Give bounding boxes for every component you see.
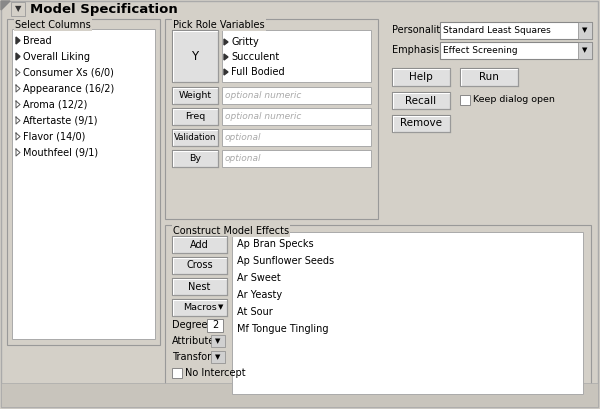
Text: optional: optional bbox=[225, 154, 262, 163]
Text: Flavor (14/0): Flavor (14/0) bbox=[23, 132, 85, 142]
Text: Transform: Transform bbox=[172, 352, 221, 362]
Polygon shape bbox=[224, 69, 228, 75]
Bar bbox=[211, 351, 225, 363]
Text: Aftertaste (9/1): Aftertaste (9/1) bbox=[23, 115, 97, 126]
Text: Nest: Nest bbox=[188, 281, 211, 292]
Bar bbox=[578, 42, 592, 59]
Text: ▼: ▼ bbox=[215, 354, 221, 360]
Text: Gritty: Gritty bbox=[231, 37, 259, 47]
Text: optional numeric: optional numeric bbox=[225, 112, 301, 121]
Text: Ar Sweet: Ar Sweet bbox=[237, 273, 281, 283]
Bar bbox=[392, 68, 450, 86]
Polygon shape bbox=[224, 39, 228, 45]
Text: Ar Yeasty: Ar Yeasty bbox=[237, 290, 282, 300]
Text: Keep dialog open: Keep dialog open bbox=[473, 95, 555, 105]
Bar bbox=[172, 87, 218, 104]
Text: Overall Liking: Overall Liking bbox=[23, 52, 90, 61]
Bar bbox=[11, 2, 25, 16]
Text: Succulent: Succulent bbox=[231, 52, 279, 62]
Bar bbox=[440, 22, 592, 39]
Polygon shape bbox=[16, 53, 20, 60]
Text: ▼: ▼ bbox=[15, 4, 21, 13]
Text: Effect Screening: Effect Screening bbox=[443, 46, 518, 55]
Text: Construct Model Effects: Construct Model Effects bbox=[173, 225, 289, 236]
Bar bbox=[172, 257, 227, 274]
Bar bbox=[1, 383, 598, 407]
Text: ▼: ▼ bbox=[583, 47, 587, 54]
Text: ▼: ▼ bbox=[583, 27, 587, 34]
Text: Recall: Recall bbox=[406, 95, 437, 106]
Text: Bread: Bread bbox=[23, 36, 52, 45]
Bar bbox=[392, 115, 450, 132]
Bar bbox=[392, 92, 450, 109]
Text: Y: Y bbox=[191, 49, 199, 63]
Text: Add: Add bbox=[190, 240, 209, 249]
Bar bbox=[460, 68, 518, 86]
Text: optional: optional bbox=[225, 133, 262, 142]
Text: Mf Tongue Tingling: Mf Tongue Tingling bbox=[237, 324, 329, 334]
Text: Degree: Degree bbox=[172, 320, 208, 330]
Bar bbox=[207, 319, 223, 332]
Text: No Intercept: No Intercept bbox=[185, 368, 245, 378]
Bar bbox=[172, 150, 218, 167]
Text: Personality:: Personality: bbox=[392, 25, 449, 35]
Bar bbox=[172, 129, 218, 146]
Bar bbox=[578, 22, 592, 39]
Text: Attributes: Attributes bbox=[172, 336, 221, 346]
Text: Ap Sunflower Seeds: Ap Sunflower Seeds bbox=[237, 256, 334, 266]
Bar bbox=[172, 108, 218, 125]
Bar bbox=[12, 29, 155, 339]
Bar bbox=[222, 150, 371, 167]
Text: Mouthfeel (9/1): Mouthfeel (9/1) bbox=[23, 148, 98, 157]
Bar bbox=[172, 368, 182, 378]
Text: Macros: Macros bbox=[183, 303, 217, 312]
Bar bbox=[460, 95, 470, 105]
Bar bbox=[211, 335, 225, 347]
Text: Cross: Cross bbox=[186, 261, 213, 270]
Text: Freq: Freq bbox=[185, 112, 205, 121]
Bar bbox=[222, 129, 371, 146]
Text: Ap Bran Specks: Ap Bran Specks bbox=[237, 239, 314, 249]
Text: Run: Run bbox=[479, 72, 499, 82]
Bar bbox=[222, 87, 371, 104]
Text: ▼: ▼ bbox=[215, 338, 221, 344]
Text: Aroma (12/2): Aroma (12/2) bbox=[23, 99, 88, 110]
Text: By: By bbox=[189, 154, 201, 163]
Text: 2: 2 bbox=[212, 320, 218, 330]
Text: Emphasis:: Emphasis: bbox=[392, 45, 442, 55]
Bar bbox=[165, 225, 591, 401]
Text: optional numeric: optional numeric bbox=[225, 91, 301, 100]
Bar bbox=[440, 42, 592, 59]
Bar bbox=[172, 278, 227, 295]
Bar bbox=[232, 232, 583, 394]
Polygon shape bbox=[1, 1, 10, 10]
Text: Model Specification: Model Specification bbox=[30, 2, 178, 16]
Text: Help: Help bbox=[409, 72, 433, 82]
Bar bbox=[222, 30, 371, 82]
Polygon shape bbox=[16, 37, 20, 44]
Text: Appearance (16/2): Appearance (16/2) bbox=[23, 83, 114, 94]
Bar bbox=[222, 108, 371, 125]
Text: Consumer Xs (6/0): Consumer Xs (6/0) bbox=[23, 67, 114, 77]
Polygon shape bbox=[224, 54, 228, 60]
Bar bbox=[7, 19, 160, 345]
Text: ▼: ▼ bbox=[218, 304, 224, 310]
Text: Validation: Validation bbox=[174, 133, 216, 142]
Text: Remove: Remove bbox=[400, 119, 442, 128]
Text: Weight: Weight bbox=[178, 91, 212, 100]
Bar bbox=[172, 299, 227, 316]
Bar bbox=[172, 30, 218, 82]
Text: Pick Role Variables: Pick Role Variables bbox=[173, 20, 265, 29]
Text: At Sour: At Sour bbox=[237, 307, 273, 317]
Text: Full Bodied: Full Bodied bbox=[231, 67, 284, 77]
Bar bbox=[165, 19, 378, 219]
Text: Standard Least Squares: Standard Least Squares bbox=[443, 26, 551, 35]
Bar bbox=[172, 236, 227, 253]
Text: Select Columns: Select Columns bbox=[15, 20, 91, 29]
